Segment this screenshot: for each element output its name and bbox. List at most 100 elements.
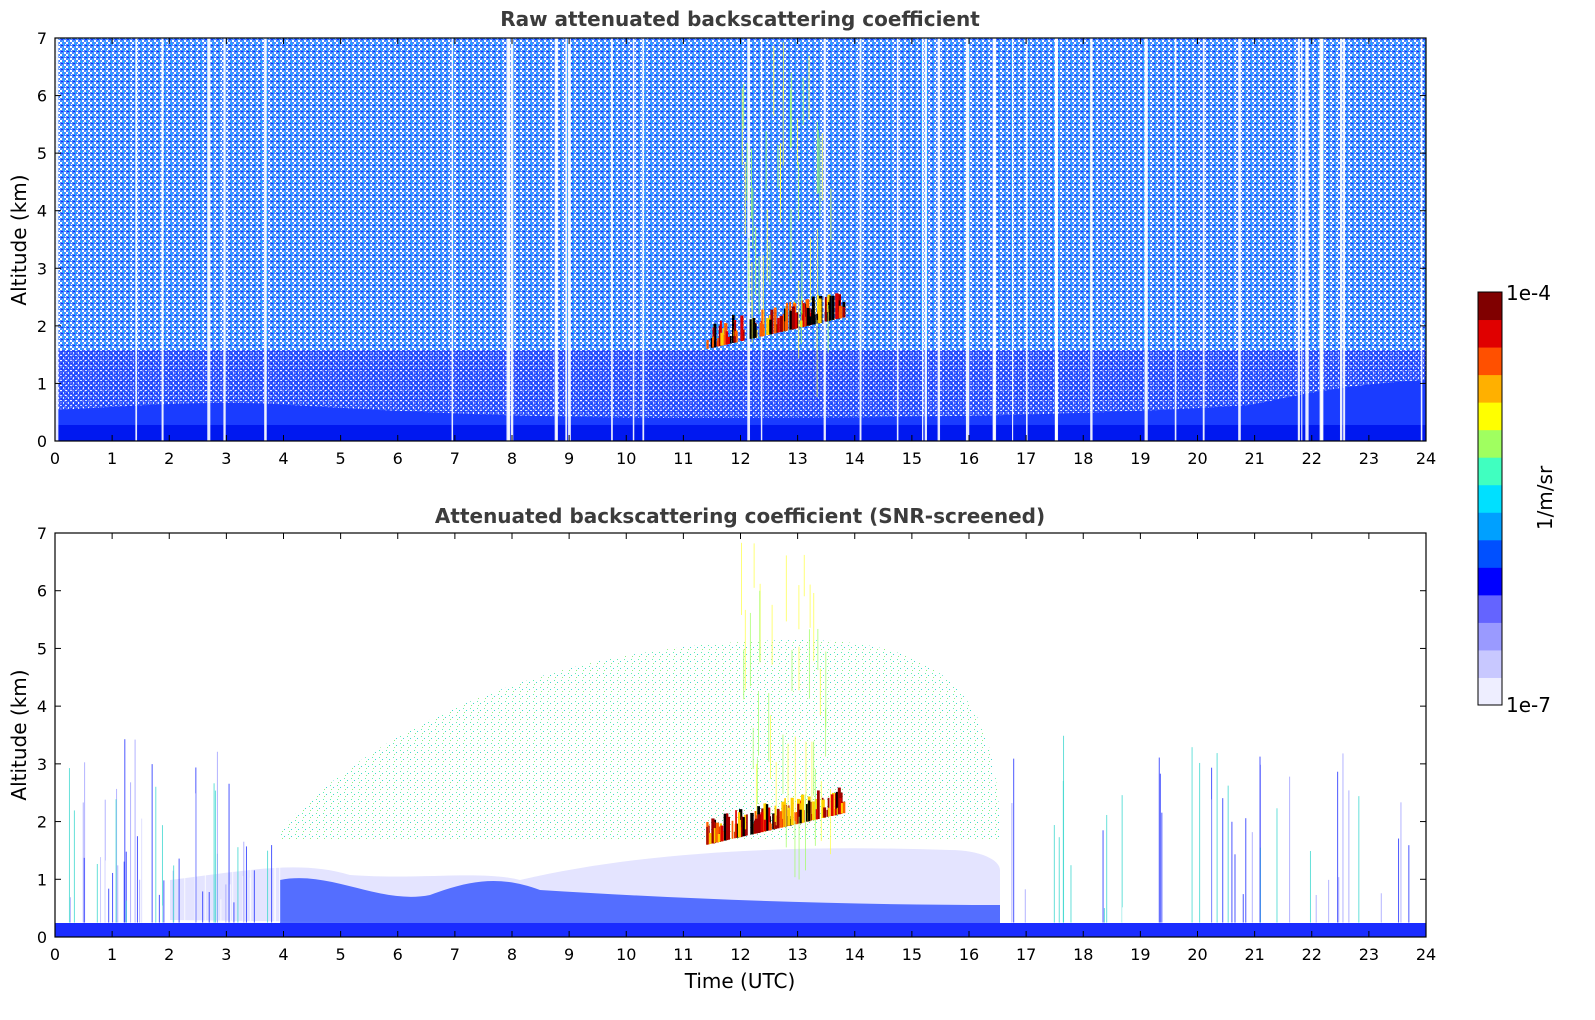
- panel2-y-axis: 0 1 2 3 4 5 6 7: [37, 524, 1426, 947]
- cloud-mark: [754, 818, 758, 834]
- cloud-mark: [777, 317, 780, 333]
- cloud-streak: [821, 133, 823, 201]
- colorbar-band: [1478, 539, 1502, 568]
- noise-streak: [154, 764, 156, 923]
- cloud-streak: [762, 255, 764, 325]
- x-tick-label: 12: [730, 945, 750, 964]
- cloud-mark: [715, 822, 719, 843]
- noise-streak: [233, 902, 235, 923]
- cloud-streak: [813, 741, 815, 796]
- noise-streak: [1355, 787, 1357, 923]
- noise-streak: [1315, 894, 1317, 923]
- data-gap: [55, 38, 59, 441]
- cloud-mark: [735, 810, 737, 838]
- noise-streak: [141, 813, 143, 923]
- noise-streak: [100, 857, 102, 923]
- noise-streak: [1122, 907, 1124, 923]
- data-gap: [921, 38, 924, 441]
- cloud-streak: [798, 162, 800, 221]
- cloud-mark: [797, 803, 800, 824]
- colorbar-band: [1478, 594, 1502, 623]
- cloud-streak: [749, 612, 751, 687]
- cloud-mark: [774, 821, 778, 829]
- cloud-mark: [775, 324, 778, 333]
- noise-streak: [1199, 762, 1201, 923]
- noise-streak: [1251, 832, 1253, 923]
- cloud-mark: [765, 804, 769, 831]
- x-tick-label: 21: [1244, 449, 1264, 468]
- noise-streak: [1053, 825, 1055, 923]
- data-gap: [1343, 38, 1346, 441]
- noise-streak: [228, 783, 230, 923]
- colorbar-band: [1478, 622, 1502, 651]
- x-tick-label: 18: [1073, 945, 1093, 964]
- noise-streak: [1398, 838, 1400, 923]
- noise-streak: [1024, 889, 1026, 923]
- cloud-streak: [804, 794, 806, 871]
- cloud-streak: [743, 649, 745, 700]
- data-gap: [508, 38, 511, 441]
- panel2-title: Attenuated backscattering coefficient (S…: [435, 504, 1045, 528]
- cloud-mark: [766, 318, 770, 336]
- cloud-mark: [737, 819, 741, 838]
- data-gap: [207, 38, 211, 441]
- y-tick-label: 2: [37, 317, 47, 336]
- cloud-mark: [826, 809, 829, 817]
- cloud-streak: [801, 262, 803, 314]
- noise-streak: [1309, 850, 1311, 923]
- noise-streak: [184, 785, 186, 923]
- cloud-mark: [731, 820, 734, 839]
- noise-streak: [1170, 882, 1172, 923]
- cloud-mark: [801, 794, 805, 823]
- y-tick-label: 0: [37, 432, 47, 451]
- cloud-streak: [782, 42, 784, 101]
- cloud-streak: [775, 762, 777, 826]
- x-tick-label: 2: [164, 945, 174, 964]
- cloud-streak: [743, 83, 745, 129]
- data-gap: [632, 38, 635, 441]
- x-tick-label: 9: [564, 945, 574, 964]
- cloud-mark: [776, 808, 780, 829]
- noise-streak: [216, 751, 218, 923]
- colorbar-band: [1478, 347, 1502, 376]
- cloud-streak: [808, 55, 810, 119]
- cloud-streak: [769, 715, 771, 779]
- x-tick-label: 14: [845, 945, 865, 964]
- cloud-mark: [798, 809, 802, 824]
- cloud-mark: [746, 814, 748, 836]
- noise-streak: [1338, 877, 1340, 923]
- cloud-mark: [763, 803, 767, 832]
- cloud-mark: [741, 816, 744, 837]
- cloud-streak: [808, 629, 810, 699]
- noise-streak: [204, 737, 206, 923]
- cloud-streak: [790, 72, 792, 148]
- cloud-mark: [706, 340, 709, 349]
- noise-streak: [1102, 830, 1104, 923]
- colorbar-unit-label: 1/m/sr: [1533, 465, 1557, 530]
- cloud-mark: [842, 306, 846, 318]
- cloud-mark: [773, 307, 777, 334]
- noise-streak: [1321, 736, 1323, 923]
- x-tick-label: 6: [393, 945, 403, 964]
- noise-streak: [115, 799, 117, 923]
- cloud-streak: [825, 708, 827, 757]
- cloud-streak: [800, 296, 802, 344]
- cloud-streak: [819, 668, 821, 716]
- noise-streak: [1211, 767, 1213, 923]
- panel1-y-axis: 0 1 2 3 4 5 6 7: [37, 29, 1426, 451]
- cloud-streak: [790, 90, 792, 148]
- data-gap: [1238, 38, 1241, 441]
- cloud-mark: [774, 805, 777, 829]
- x-tick-label: 24: [1416, 945, 1436, 964]
- cloud-streak: [809, 584, 811, 628]
- cloud-mark: [733, 336, 736, 343]
- x-tick-label: 10: [616, 449, 636, 468]
- noise-streak: [155, 786, 157, 923]
- cloud-mark: [751, 317, 756, 339]
- noise-streak: [1103, 908, 1105, 923]
- noise-streak: [1380, 893, 1382, 923]
- noise-streak: [1348, 790, 1350, 923]
- noise-streak: [105, 860, 107, 923]
- cloud-mark: [806, 308, 810, 326]
- cloud-streak: [785, 805, 787, 848]
